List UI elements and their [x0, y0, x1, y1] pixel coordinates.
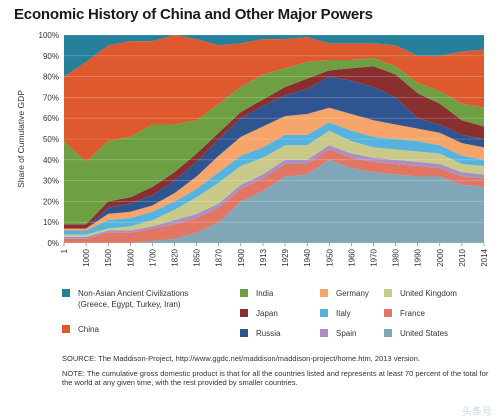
area-france — [64, 149, 484, 243]
x-tick-label: 2010 — [458, 248, 467, 266]
y-tick-label: 90% — [43, 52, 59, 61]
x-tick-label: 1960 — [347, 248, 356, 266]
legend-swatch — [62, 325, 70, 333]
x-tick-label: 1000 — [82, 248, 91, 266]
y-axis-label: Share of Cumulative GDP — [16, 90, 26, 188]
y-tick-label: 40% — [43, 156, 59, 165]
x-tick-label: 2000 — [436, 248, 445, 266]
x-tick-label: 1500 — [104, 248, 113, 266]
x-tick-label: 1900 — [237, 248, 246, 266]
legend-label: Germany — [336, 289, 369, 298]
y-tick-label: 50% — [43, 135, 59, 144]
area-italy — [64, 122, 484, 235]
area-india — [64, 57, 484, 225]
legend-label: India — [256, 289, 274, 298]
area-non-asian-ancient-civilizations-greece-egypt-turkey-iran — [64, 35, 484, 77]
y-tick-label: 20% — [43, 197, 59, 206]
stacked-area-chart: 0% 10% 20% 30% 40% 50% 60% 70% 80% 90% 100% 1 1000 15… — [16, 31, 489, 267]
legend-swatch — [320, 329, 328, 337]
legend-item-france: France — [384, 308, 425, 319]
legend-swatch — [240, 289, 248, 297]
legend-item-india: India — [240, 288, 273, 299]
y-tick-label: 70% — [43, 93, 59, 102]
legend-swatch — [384, 329, 392, 337]
legend-label: United States — [400, 329, 449, 338]
legend-label: Russia — [256, 329, 281, 338]
x-tick-label: 1820 — [171, 248, 180, 266]
legend-swatch — [240, 309, 248, 317]
y-tick-label: 0% — [47, 239, 59, 248]
x-tick-label: 1950 — [325, 248, 334, 266]
notes: SOURCE: The Maddison-Project, http://www… — [62, 354, 492, 393]
area-united-states — [64, 159, 484, 243]
x-tick-label: 1929 — [281, 248, 290, 266]
legend-swatch — [320, 289, 328, 297]
legend-label: France — [400, 309, 425, 318]
legend-swatch — [384, 309, 392, 317]
x-tick-label: 1970 — [369, 248, 378, 266]
legend-item-germany: Germany — [320, 288, 369, 299]
legend-label: China — [78, 325, 99, 334]
x-tick-label: 1 — [60, 248, 69, 253]
legend-item-russia: Russia — [240, 328, 280, 339]
legend-item-china: China — [62, 324, 99, 335]
y-tick-label: 80% — [43, 73, 59, 82]
legend-item-spain: Spain — [320, 328, 356, 339]
legend-item-united-states: United States — [384, 328, 448, 339]
legend-label: Japan — [256, 309, 278, 318]
x-tick-label: 1913 — [259, 248, 268, 266]
legend-item-non-asian-ancient-civilizations: Non-Asian Ancient Civilizations (Greece, … — [62, 288, 188, 310]
legend-swatch — [320, 309, 328, 317]
legend-swatch — [240, 329, 248, 337]
legend-label: Spain — [336, 329, 357, 338]
legend-item-united-kingdom: United Kingdom — [384, 288, 457, 299]
legend-item-japan: Japan — [240, 308, 278, 319]
area-japan — [64, 66, 484, 229]
area-china — [64, 35, 484, 162]
y-tick-label: 100% — [39, 31, 59, 40]
y-tick-label: 30% — [43, 177, 59, 186]
chart-title: Economic History of China and Other Majo… — [14, 6, 373, 23]
footnote: NOTE: The cumulative gross domestic prod… — [62, 368, 489, 388]
legend-item-italy: Italy — [320, 308, 351, 319]
x-tick-label: 2014 — [480, 248, 489, 266]
x-tick-label: 1940 — [303, 248, 312, 266]
legend-sublabel: (Greece, Egypt, Turkey, Iran) — [78, 300, 181, 309]
y-tick-label: 60% — [43, 114, 59, 123]
x-tick-label: 1700 — [148, 248, 157, 266]
x-tick-label: 1850 — [193, 248, 202, 266]
y-tick-label: 10% — [43, 218, 59, 227]
legend-swatch — [62, 289, 70, 297]
legend-label: Non-Asian Ancient Civilizations (Greece, … — [78, 289, 189, 309]
x-tick-label: 1870 — [215, 248, 224, 266]
x-tick-label: 1600 — [126, 248, 135, 266]
x-tick-label: 1990 — [414, 248, 423, 266]
area-united-kingdom — [64, 130, 484, 237]
watermark: 头条号 — [462, 407, 492, 418]
legend-swatch — [384, 289, 392, 297]
x-tick-label: 1980 — [392, 248, 401, 266]
area-russia — [64, 76, 484, 229]
source-note: SOURCE: The Maddison-Project, http://www… — [62, 354, 420, 363]
legend-label: United Kingdom — [400, 289, 457, 298]
area-germany — [64, 107, 484, 231]
legend-label: Italy — [336, 309, 351, 318]
